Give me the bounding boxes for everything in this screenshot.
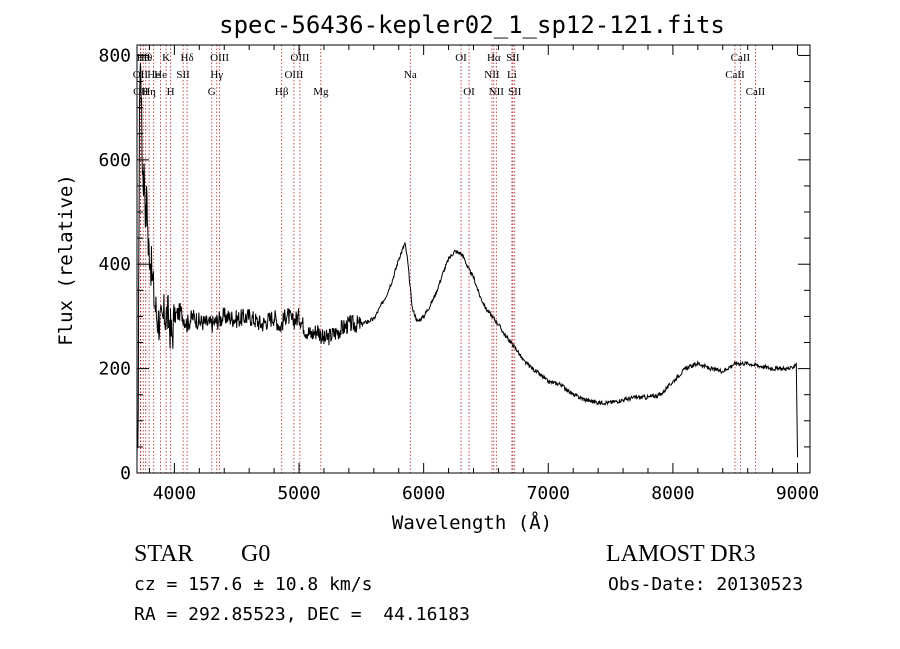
x-axis: 4000 5000 6000 7000 8000 9000 bbox=[148, 45, 819, 504]
x-tick-label: 4000 bbox=[153, 483, 196, 504]
spectral-line-label: Li bbox=[507, 69, 517, 81]
y-tick-label: 200 bbox=[98, 359, 131, 380]
spectral-line-labels: OIIOIIHθHθHηHeHeKHSIIHδGHγOIIIHβOIIIOIII… bbox=[133, 52, 766, 98]
object-type: STAR bbox=[134, 541, 193, 567]
spectral-line-label: Hδ bbox=[181, 52, 194, 64]
y-tick-label: 0 bbox=[120, 463, 131, 484]
spectral-line-label: CaII bbox=[725, 69, 745, 81]
coordinates: RA = 292.85523, DEC = 44.16183 bbox=[134, 604, 470, 625]
x-axis-label: Wavelength (Å) bbox=[392, 511, 552, 534]
spectral-line-label: OI bbox=[455, 52, 467, 64]
x-tick-label: 8000 bbox=[651, 483, 694, 504]
spectral-line-label: OI bbox=[463, 86, 475, 98]
x-tick-label: 6000 bbox=[402, 483, 445, 504]
spectral-line-label: Na bbox=[404, 69, 417, 81]
spectral-line-label: NII bbox=[489, 86, 505, 98]
y-axis: 0 200 400 600 800 bbox=[98, 45, 810, 484]
obs-date: Obs-Date: 20130523 bbox=[608, 574, 803, 595]
spectral-line-label: OIII bbox=[290, 52, 309, 64]
plot-frame bbox=[136, 44, 811, 474]
spectral-line-label: Hβ bbox=[275, 86, 289, 98]
redshift-cz: cz = 157.6 ± 10.8 km/s bbox=[134, 574, 372, 595]
spectral-line-label: SII bbox=[506, 52, 520, 64]
spectral-line-label: CaII bbox=[731, 52, 751, 64]
spectral-line-label: Hη bbox=[142, 86, 156, 98]
x-tick-label: 7000 bbox=[527, 483, 570, 504]
y-tick-label: 600 bbox=[98, 150, 131, 171]
spectral-line-label: Hγ bbox=[210, 69, 223, 81]
spectral-line-label: G bbox=[208, 86, 216, 98]
spectral-line-label: He bbox=[154, 69, 167, 81]
spectral-line-label: He bbox=[147, 69, 160, 81]
spectral-line-label: OIII bbox=[284, 69, 303, 81]
spectral-line-label: H bbox=[167, 86, 175, 98]
x-tick-label: 5000 bbox=[277, 483, 320, 504]
x-tick-label: 9000 bbox=[776, 483, 819, 504]
chart-title: spec-56436-kepler02_1_sp12-121.fits bbox=[219, 11, 725, 39]
y-axis-label: Flux (relative) bbox=[55, 174, 77, 346]
flux-line bbox=[136, 63, 799, 458]
y-tick-label: 400 bbox=[98, 254, 131, 275]
spectral-line-label: CaII bbox=[746, 86, 766, 98]
spectral-subclass: G0 bbox=[241, 541, 270, 567]
spectral-line-label: Mg bbox=[313, 86, 329, 98]
spectral-line-label: OIII bbox=[210, 52, 229, 64]
spectral-line-label: Hα bbox=[487, 52, 501, 64]
spectral-line-label: NII bbox=[484, 69, 500, 81]
spectral-line-markers bbox=[139, 45, 756, 473]
y-tick-label: 800 bbox=[98, 45, 131, 66]
spectral-line-label: SII bbox=[508, 86, 522, 98]
spectral-line-label: Hθ bbox=[139, 52, 152, 64]
spectral-line-label: SII bbox=[176, 69, 190, 81]
spectral-line-label: K bbox=[162, 52, 170, 64]
survey-name: LAMOST DR3 bbox=[606, 541, 756, 567]
flux-series bbox=[136, 63, 799, 458]
